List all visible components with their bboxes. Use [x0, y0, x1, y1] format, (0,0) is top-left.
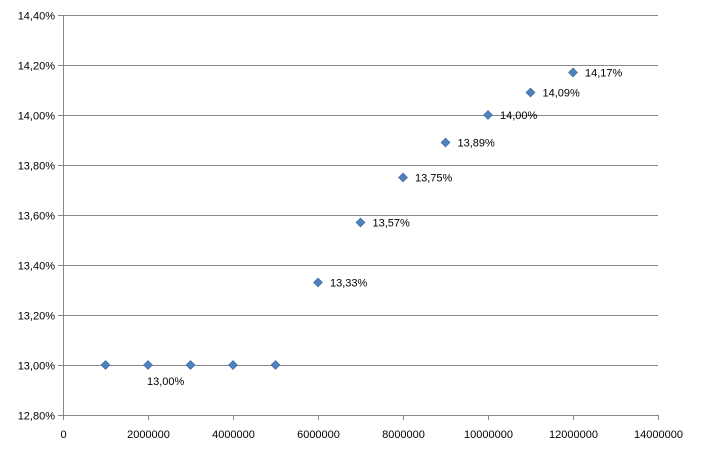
y-tick-label: 13,20% [18, 311, 56, 323]
data-point-marker [228, 360, 238, 370]
x-tick-label: 2000000 [127, 429, 170, 441]
y-tick-label: 13,60% [18, 211, 56, 223]
x-tick-label: 8000000 [382, 429, 425, 441]
data-label: 13,89% [458, 138, 496, 150]
x-tick-label: 14000000 [634, 429, 683, 441]
data-label: 14,17% [585, 68, 623, 80]
data-point-marker [143, 360, 153, 370]
data-point-marker [270, 360, 281, 370]
data-point-marker [398, 172, 408, 183]
x-tick-label: 0 [60, 429, 66, 441]
data-point-marker [313, 277, 323, 288]
gridlines [63, 15, 658, 366]
data-label: 13,33% [330, 278, 368, 290]
x-tick-label: 12000000 [549, 429, 598, 441]
y-tick-label: 13,80% [18, 161, 56, 173]
data-point-marker [440, 137, 451, 148]
x-tick-label: 4000000 [212, 429, 255, 441]
y-axis-tick-labels: 12,80% 13,00% 13,20% 13,40% 13,60% 13,80% 14,0… [18, 11, 56, 423]
y-tick-label: 13,00% [18, 361, 56, 373]
x-tick-label: 6000000 [297, 429, 340, 441]
data-labels: 13,00% 13,33% 13,57% 13,75% 13,89% 14,00% 14,0… [147, 68, 623, 389]
data-point-marker [525, 87, 536, 98]
y-tick-label: 14,20% [18, 61, 56, 73]
data-point-marker [483, 110, 493, 120]
data-label: 13,00% [147, 376, 185, 388]
y-tick-label: 14,00% [18, 111, 56, 123]
data-point-marker [355, 217, 366, 228]
data-label: 14,09% [543, 88, 581, 100]
data-label: 13,57% [373, 218, 411, 230]
y-tick-label: 12,80% [18, 411, 56, 423]
data-label: 13,75% [415, 173, 453, 185]
data-points [100, 67, 578, 370]
x-tick-label: 10000000 [464, 429, 513, 441]
data-label: 14,00% [500, 110, 538, 122]
axes [58, 15, 659, 420]
y-tick-label: 14,40% [18, 11, 56, 23]
data-point-marker [100, 360, 111, 370]
data-point-marker [185, 360, 196, 370]
x-axis-tick-labels: 0 2000000 4000000 6000000 8000000 10000000 120… [60, 429, 683, 441]
data-point-marker [568, 67, 578, 78]
y-tick-label: 13,40% [18, 261, 56, 273]
